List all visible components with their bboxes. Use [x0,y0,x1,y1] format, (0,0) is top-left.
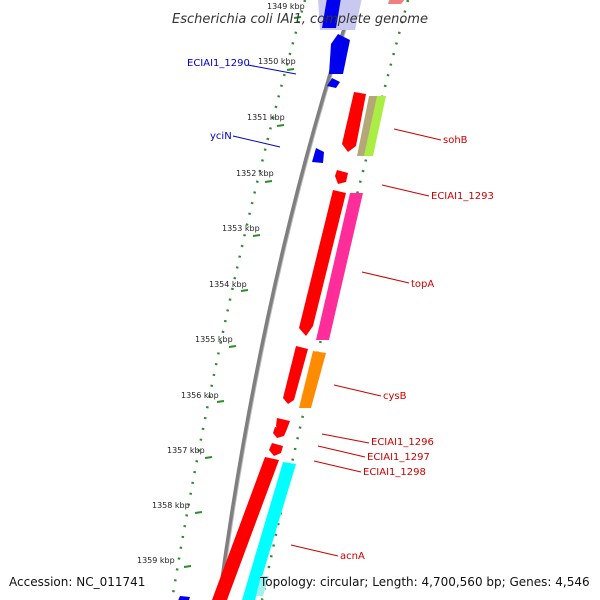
gene-label-ECIAI1-1297[interactable]: ECIAI1_1297 [367,452,430,463]
kbp-label: 1355 kbp [195,335,233,344]
leader-ECIAI1-1290 [247,64,297,75]
gene-feature-top-pink[interactable] [388,0,406,4]
gene-label-ECIAI1-1290[interactable]: ECIAI1_1290 [187,58,250,69]
gene-feature-cyan-light[interactable] [256,576,269,596]
map-title: Escherichia coli IAI1, complete genome [172,12,428,27]
topology-text: Topology: circular; Length: 4,700,560 bp… [259,575,590,589]
leader-yciN [232,135,281,148]
gene-feature[interactable] [322,0,341,28]
major-tick [204,456,213,459]
leader-acnA [290,544,339,557]
gene-label-topA[interactable]: topA [411,279,434,290]
gene-feature-orange[interactable] [299,351,326,408]
major-tick [286,68,295,71]
major-tick [276,124,285,127]
major-tick [216,400,225,403]
kbp-label: 1349 kbp [267,2,305,11]
leader-ECIAI1-1298 [313,460,362,473]
gene-label-acnA[interactable]: acnA [340,551,365,562]
gene-label-sohB[interactable]: sohB [443,135,468,146]
gene-ECIAI1-1297[interactable] [273,427,287,438]
major-tick [183,565,192,568]
leader-topA [361,271,410,284]
major-tick [293,16,302,19]
gene-feature-bottom[interactable] [177,596,190,600]
kbp-label: 1352 kbp [236,169,274,178]
accession-text: Accession: NC_011741 [9,575,145,589]
kbp-label: 1358 kbp [152,501,190,510]
leader-ECIAI1-1293 [381,184,430,197]
kbp-label: 1357 kbp [167,446,205,455]
gene-feature[interactable] [327,78,340,88]
gene-label-ECIAI1-1293[interactable]: ECIAI1_1293 [431,191,494,202]
forward-genes [212,0,406,600]
inner-tick-ring [170,0,307,600]
major-tick [194,511,203,514]
gene-yciN[interactable] [312,148,324,163]
label-leaders [232,64,442,557]
gene-label-cysB[interactable]: cysB [383,391,407,402]
kbp-label: 1359 kbp [137,556,175,565]
kbp-label: 1356 kbp [181,391,219,400]
major-tick [228,345,237,348]
major-tick [264,180,273,183]
gene-feature-cyan[interactable] [242,462,296,600]
kbp-labels: 1349 kbp 1350 kbp 1351 kbp 1352 kbp 1353… [137,2,305,565]
gene-ECIAI1-1290[interactable] [329,34,350,74]
gene-ECIAI1-1298[interactable] [269,443,283,456]
major-tick [252,234,261,237]
leader-ECIAI1-1296 [321,433,370,444]
gene-ECIAI1-1293[interactable] [335,170,348,184]
leader-ECIAI1-1297 [317,445,366,458]
gene-feature-olive[interactable] [357,96,378,156]
leader-cysB [333,384,382,397]
major-tick [240,289,249,292]
gene-cysB[interactable] [283,346,308,404]
gene-sohB[interactable] [342,92,366,152]
gene-feature-lime[interactable] [364,96,386,156]
gene-label-yciN[interactable]: yciN [210,131,232,142]
leader-sohB [393,128,442,141]
gene-feature-magenta[interactable] [316,193,363,340]
reverse-genes [177,0,362,600]
gene-labels: ECIAI1_1290 yciN sohB ECIAI1_1293 topA c… [187,58,494,562]
gene-topA[interactable] [299,190,346,336]
gene-label-ECIAI1-1296[interactable]: ECIAI1_1296 [371,437,434,448]
kbp-label: 1351 kbp [247,113,285,122]
major-ticks [183,16,302,568]
kbp-label: 1350 kbp [258,57,296,66]
gene-label-ECIAI1-1298[interactable]: ECIAI1_1298 [363,467,426,478]
kbp-label: 1353 kbp [222,224,260,233]
kbp-label: 1354 kbp [209,280,247,289]
gene-acnA[interactable] [212,457,279,600]
